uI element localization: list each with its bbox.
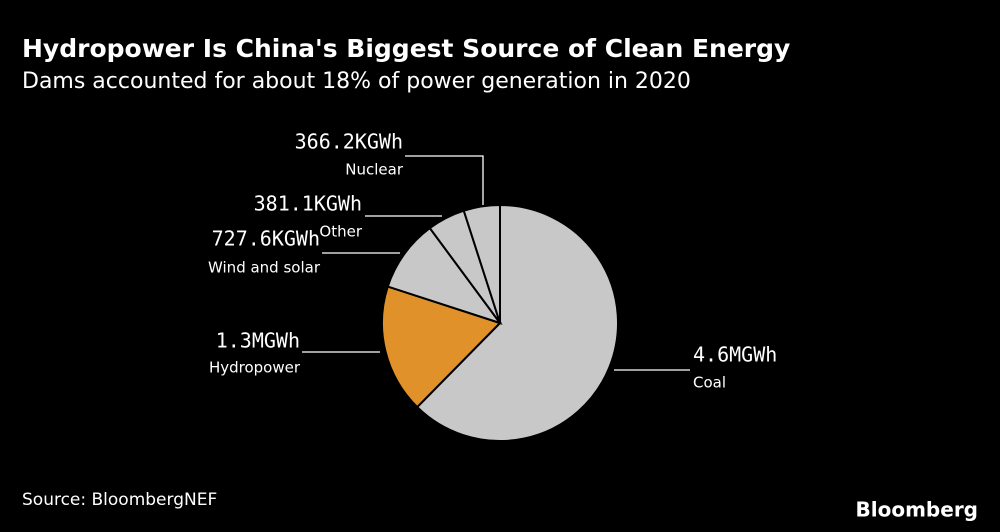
value-label: 366.2KGWh (295, 130, 403, 154)
slice-name: Nuclear (345, 161, 404, 179)
source: Source: BloombergNEF (22, 490, 217, 510)
slice-name: Hydropower (209, 359, 301, 377)
pie-slice (386, 226, 503, 325)
labels: 4.6MGWh Coal 1.3MGWh Hydropower 727.6KGWh Win… (208, 130, 777, 392)
pie-slice (415, 203, 619, 442)
leader-line (405, 155, 484, 205)
slice-name: Other (319, 223, 362, 241)
brand-logo: Bloomberg (856, 498, 978, 522)
value-label: 381.1KGWh (254, 192, 362, 216)
value-label: 4.6MGWh (693, 343, 777, 367)
value-label: 727.6KGWh (212, 227, 320, 251)
pie-slice (462, 203, 501, 324)
chart-title: Hydropower Is China's Biggest Source of … (22, 34, 790, 63)
slice-name: Wind and solar (208, 259, 321, 277)
slice-name: Coal (693, 374, 726, 392)
pie (381, 203, 619, 442)
pie-slice (381, 285, 502, 409)
chart-subtitle: Dams accounted for about 18% of power ge… (22, 69, 691, 94)
value-label: 1.3MGWh (216, 329, 300, 353)
